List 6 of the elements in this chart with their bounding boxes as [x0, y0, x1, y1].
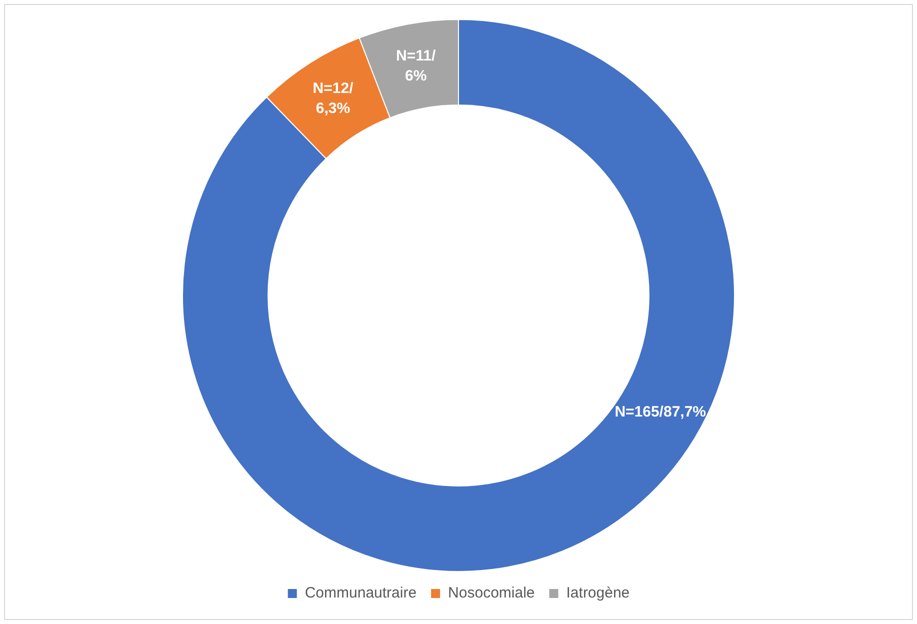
legend-label: Communautraire [304, 584, 417, 602]
legend-label: Nosocomiale [448, 584, 535, 602]
data-label: N=12/6,3% [312, 80, 354, 118]
legend-label: Iatrogène [566, 584, 630, 602]
data-label: N=165/87,7% [614, 403, 706, 420]
data-label: N=11/6% [396, 47, 437, 84]
